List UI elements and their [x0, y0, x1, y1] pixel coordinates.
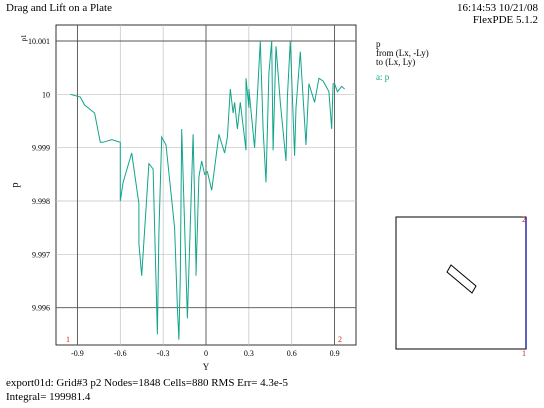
y-scale-label: p1: [20, 34, 28, 42]
legend-to: to (Lx, Ly): [376, 57, 416, 67]
legend-series-label: a: p: [376, 72, 390, 82]
x-axis-label: Y: [203, 362, 210, 372]
endpoint-label-end: 2: [338, 335, 342, 344]
x-tick-label: 0.6: [287, 349, 297, 358]
x-tick-label: 0.3: [244, 349, 254, 358]
x-tick-label: -0.9: [71, 349, 84, 358]
p-series-line: [70, 40, 345, 340]
y-axis-label: p: [10, 183, 21, 188]
version-label: FlexPDE 5.1.2: [472, 14, 538, 26]
legend-variable: p: [376, 39, 381, 49]
footer-stats: export01d: Grid#3 p2 Nodes=1848 Cells=88…: [6, 377, 288, 389]
timestamp: 16:14:53 10/21/08: [457, 2, 538, 14]
y-tick-label: 9.998: [32, 197, 50, 206]
footer-integral: Integral= 199981.4: [6, 391, 91, 403]
legend-from: from (Lx, -Ly): [376, 48, 429, 58]
x-tick-label: -0.6: [114, 349, 127, 358]
endpoint-label-start: 1: [66, 335, 70, 344]
y-tick-label: 9.997: [32, 250, 50, 259]
legend: p from (Lx, -Ly) to (Lx, Ly) a: p: [376, 40, 429, 82]
x-tick-label: 0.9: [330, 349, 340, 358]
y-tick-label: 10: [42, 90, 50, 99]
x-tick-label: 0: [204, 349, 208, 358]
y-tick-label: 10.001: [28, 37, 50, 46]
x-tick-label: -0.3: [157, 349, 170, 358]
y-tick-label: 9.999: [32, 144, 50, 153]
y-tick-label: 9.996: [32, 304, 50, 313]
chart-title: Drag and Lift on a Plate: [6, 2, 112, 14]
